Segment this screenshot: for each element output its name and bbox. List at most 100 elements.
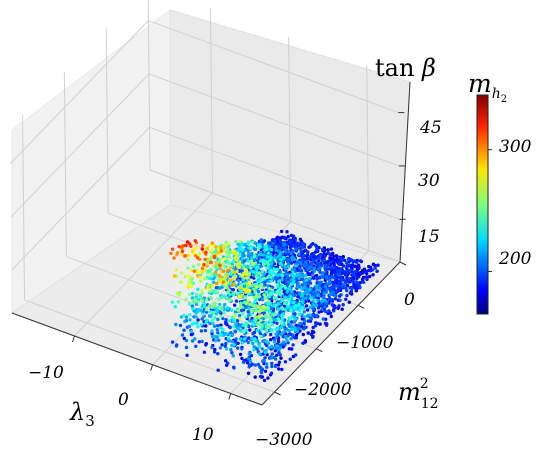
data-point xyxy=(196,274,200,278)
y-tick-label: 0 xyxy=(404,290,415,310)
data-point xyxy=(275,267,280,271)
grid-line xyxy=(366,65,370,251)
data-point xyxy=(301,241,305,245)
data-point xyxy=(200,339,204,344)
data-point xyxy=(253,290,257,294)
y-axis-line xyxy=(261,261,401,406)
data-point xyxy=(308,288,312,292)
data-point xyxy=(329,286,333,290)
data-point xyxy=(273,364,278,369)
data-point xyxy=(285,338,289,342)
data-point xyxy=(311,313,315,318)
data-point xyxy=(207,244,211,248)
data-point xyxy=(245,284,250,289)
data-point xyxy=(210,329,214,333)
data-point xyxy=(211,280,216,284)
y-tick-label: −1000 xyxy=(336,333,394,353)
data-point xyxy=(293,317,297,321)
data-point xyxy=(219,314,223,319)
data-point xyxy=(270,361,274,366)
data-point xyxy=(173,305,177,309)
data-point xyxy=(282,242,287,246)
grid-line xyxy=(147,0,151,171)
data-point xyxy=(272,313,277,317)
data-point xyxy=(239,301,243,306)
x-axis-title: λ3 xyxy=(69,398,95,430)
data-point xyxy=(234,262,238,267)
data-point xyxy=(277,254,281,258)
data-point xyxy=(329,314,333,319)
data-point xyxy=(215,328,219,332)
data-point xyxy=(250,240,255,244)
data-point xyxy=(275,273,280,277)
data-point xyxy=(177,292,182,296)
data-point xyxy=(186,253,191,257)
data-point xyxy=(324,275,329,279)
data-point xyxy=(254,294,258,298)
data-point xyxy=(296,281,300,286)
data-point xyxy=(261,304,266,308)
data-point xyxy=(242,287,246,292)
data-point xyxy=(283,265,287,269)
data-point xyxy=(334,294,338,298)
grid-line xyxy=(105,28,109,214)
data-point xyxy=(195,270,199,274)
y-tick-mark xyxy=(274,391,281,396)
data-point xyxy=(184,243,188,248)
data-point xyxy=(200,317,204,321)
data-point xyxy=(233,249,237,254)
z-tick-label: 30 xyxy=(418,171,440,191)
data-point xyxy=(286,307,290,312)
data-point xyxy=(331,291,335,295)
data-point xyxy=(239,308,244,312)
grid-line xyxy=(149,126,400,220)
scatter-points xyxy=(169,229,380,383)
data-point xyxy=(311,325,315,330)
data-point xyxy=(183,275,187,279)
data-point xyxy=(250,362,254,366)
data-point xyxy=(255,322,259,327)
data-point xyxy=(198,296,203,300)
data-point xyxy=(208,289,212,293)
data-point xyxy=(273,349,277,353)
data-point xyxy=(250,251,254,256)
data-point xyxy=(322,291,327,296)
data-point xyxy=(320,289,324,293)
data-point xyxy=(257,314,261,319)
data-point xyxy=(336,287,341,291)
data-point xyxy=(186,266,190,270)
data-point xyxy=(196,287,200,291)
data-point xyxy=(360,277,365,281)
data-point xyxy=(289,324,293,329)
data-point xyxy=(355,260,359,264)
data-point xyxy=(219,249,223,253)
data-point xyxy=(259,238,263,242)
data-point xyxy=(246,299,250,303)
data-point xyxy=(224,359,228,363)
data-point xyxy=(258,323,262,327)
data-point xyxy=(318,286,322,291)
data-point xyxy=(373,266,377,270)
data-point xyxy=(284,250,288,254)
data-point xyxy=(177,244,181,249)
data-point xyxy=(271,285,275,289)
data-point xyxy=(264,306,268,310)
data-point xyxy=(238,261,242,266)
data-point xyxy=(350,286,354,291)
data-point xyxy=(248,328,252,332)
data-point xyxy=(186,258,190,262)
data-point xyxy=(320,275,324,279)
data-point xyxy=(323,285,328,289)
data-point xyxy=(267,241,271,245)
data-point xyxy=(300,292,305,297)
data-point xyxy=(309,316,313,321)
data-point xyxy=(217,305,221,309)
data-point xyxy=(339,293,343,297)
data-point xyxy=(218,280,222,284)
data-point xyxy=(234,252,238,256)
data-point xyxy=(308,305,313,310)
data-point xyxy=(312,269,316,274)
data-point xyxy=(174,322,178,327)
data-point xyxy=(281,340,286,344)
